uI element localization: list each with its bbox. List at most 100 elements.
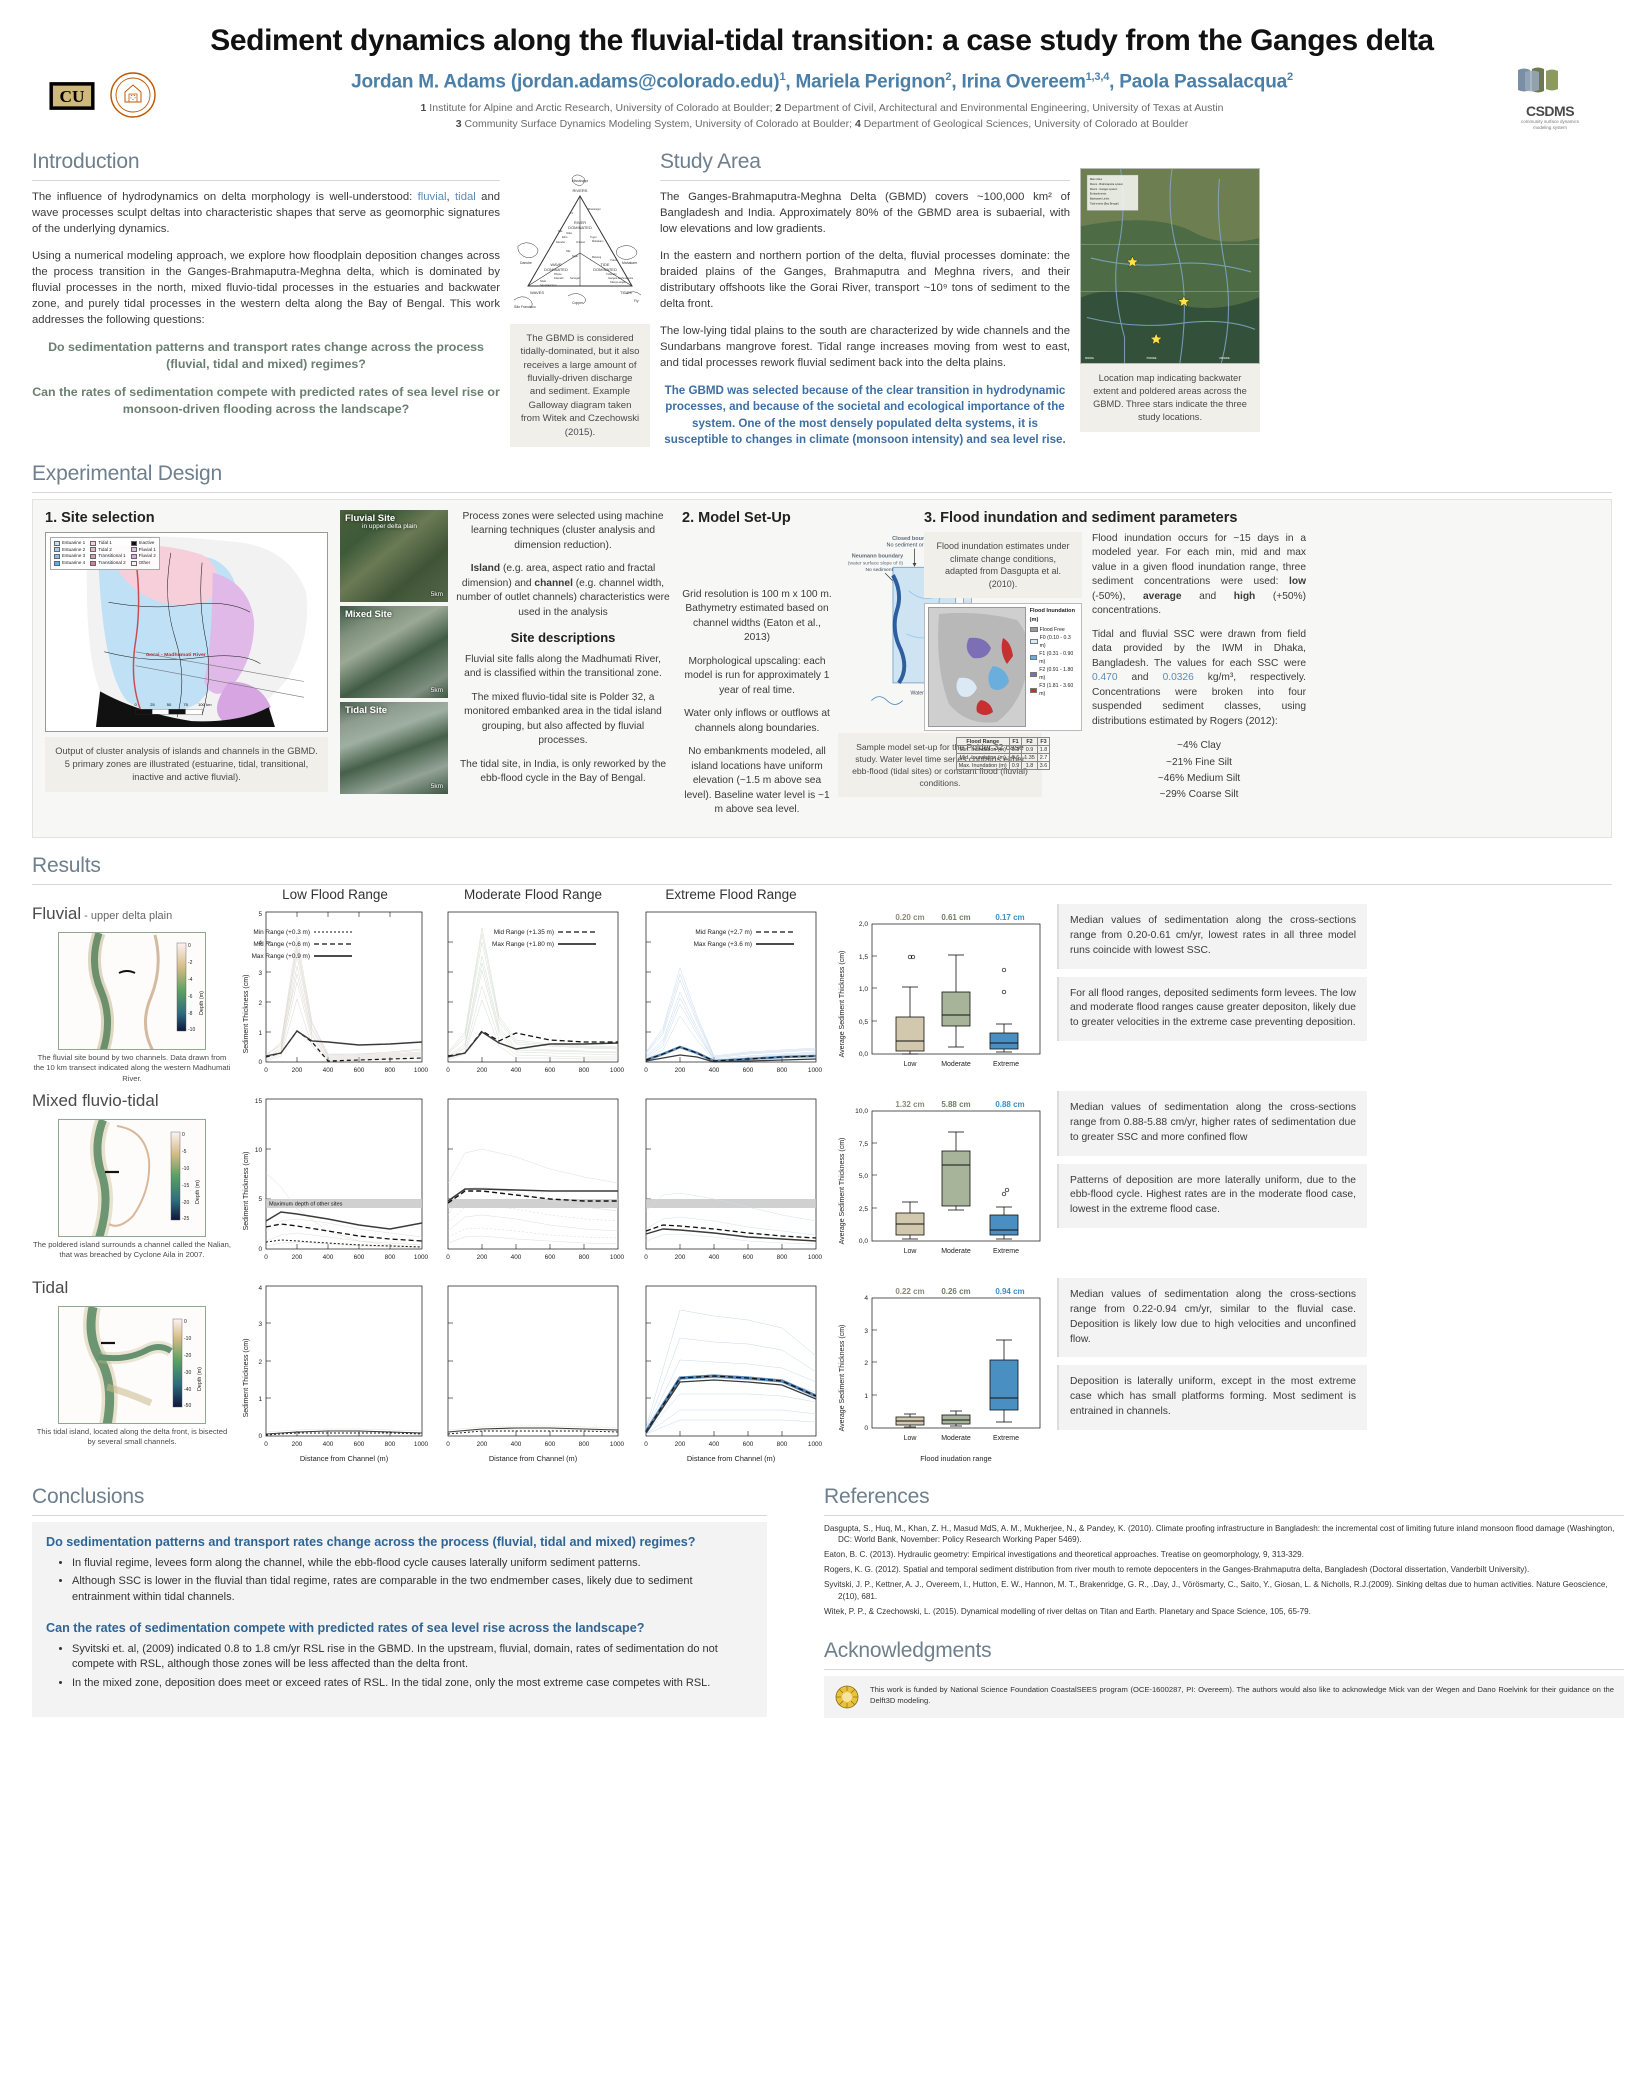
median-moderate: 0.26 cm: [941, 1287, 970, 1296]
scale-bar: 5km: [430, 686, 443, 694]
intro-p1-a: The influence of hydrodynamics on delta …: [32, 190, 418, 203]
svg-text:-5: -5: [182, 1149, 187, 1155]
median-moderate: 0.61 cm: [941, 913, 970, 922]
svg-text:Nile: Nile: [566, 249, 571, 253]
legend-label: F1 (0.31 - 0.90 m): [1039, 650, 1074, 665]
cell: Min. Inundation (m): [955, 745, 1010, 755]
svg-text:Rivers - Ganges system: Rivers - Ganges system: [1090, 187, 1117, 191]
chart-fluvial-low: Sediment Thickness (cm) 0 1 2 3 4 5: [240, 903, 430, 1089]
svg-text:-4: -4: [188, 977, 193, 983]
svg-text:3: 3: [258, 970, 262, 977]
svg-text:Sao Francisco: Sao Francisco: [540, 283, 557, 287]
study-area-heading: Study Area: [660, 149, 761, 173]
svg-text:0: 0: [446, 1067, 450, 1074]
svg-text:Mekong: Mekong: [592, 255, 602, 259]
model-setup-text: Grid resolution is 100 m x 100 m. Bathym…: [682, 532, 832, 827]
svg-text:1,0: 1,0: [859, 986, 868, 993]
svg-text:5: 5: [258, 1196, 262, 1203]
panel1-p1: Process zones were selected using machin…: [462, 510, 664, 551]
legend-item: F0 (0.10 - 0.3 m): [1029, 634, 1078, 650]
svg-text:50: 50: [167, 702, 172, 707]
svg-text:800: 800: [385, 1441, 396, 1448]
results-heading: Results: [32, 853, 101, 877]
site-selection-text: Process zones were selected using machin…: [456, 510, 670, 827]
study-area-section: Study Area The Ganges-Brahmaputra-Meghna…: [660, 150, 1070, 448]
svg-text:WAVES: WAVES: [530, 290, 544, 295]
sediment-classes-list: ~4% Clay ~21% Fine Silt ~46% Medium Silt…: [1092, 738, 1306, 803]
low-term: low: [1289, 576, 1306, 588]
panel2-p1: Grid resolution is 100 m x 100 m. Bathym…: [682, 588, 832, 644]
study-paragraph-2: In the eastern and northern portion of t…: [660, 249, 1070, 310]
svg-text:800: 800: [385, 1254, 396, 1261]
svg-text:800: 800: [777, 1254, 788, 1261]
sediment-class: ~21% Fine Silt: [1166, 756, 1232, 768]
flood-map-block: Flood inundation estimates under climate…: [924, 531, 1082, 804]
svg-text:600: 600: [354, 1441, 365, 1448]
author-1: Jordan M. Adams (jordan.adams@colorado.e…: [351, 71, 780, 93]
box-moderate: [941, 954, 971, 1048]
cat-low: Low: [904, 1061, 918, 1068]
panel1-p3: Fluvial site falls along the Madhumati R…: [464, 653, 662, 680]
conclusion-question-1: Do sedimentation patterns and transport …: [46, 1534, 696, 1549]
scale-bar: 5km: [430, 590, 443, 598]
location-map-caption: Location map indicating backwater extent…: [1080, 363, 1260, 432]
flood-inundation-legend: Flood Inundation (m) Flood Free F0 (0.10…: [1029, 607, 1078, 727]
csdms-logo: CSDMS community surface dynamics modelin…: [1512, 66, 1588, 130]
svg-text:400: 400: [709, 1067, 720, 1074]
svg-text:15: 15: [255, 1098, 263, 1105]
divider: [32, 179, 500, 181]
row-label-fluvial: Fluvial - upper delta plain: [32, 904, 232, 924]
acknowledgments-box: This work is funded by National Science …: [824, 1675, 1624, 1718]
site-thumbnails: Fluvial Site in upper delta plain 5km Mi…: [340, 509, 448, 827]
svg-text:10: 10: [255, 1147, 263, 1154]
list-item: Although SSC is lower in the fluvial tha…: [72, 1574, 753, 1605]
svg-text:2: 2: [864, 1360, 868, 1367]
introduction-body: The influence of hydrodynamics on delta …: [32, 189, 500, 328]
cluster-map-legend: Estuarine 1 Tidal 1 Inactive Estuarine 2…: [50, 536, 160, 570]
svg-text:-2: -2: [188, 960, 193, 966]
tidal-note-2: Deposition is laterally uniform, except …: [1057, 1365, 1367, 1431]
ssc-value-1: 0.470: [1092, 672, 1118, 684]
bottom-section: Conclusions Do sedimentation patterns an…: [22, 1485, 1624, 1718]
svg-text:800: 800: [579, 1254, 590, 1261]
svg-text:3: 3: [258, 1321, 262, 1328]
chart-fluvial-moderate: Mid Range (+1.35 m) Max Range (+1.80 m) …: [438, 903, 628, 1089]
author-4-affil: 2: [1286, 71, 1293, 83]
galloway-figure: RIVERS WAVES TIDES RIVER DOMINATED WAVE …: [510, 150, 650, 448]
svg-text:600: 600: [743, 1254, 754, 1261]
top-section-grid: Introduction The influence of hydrodynam…: [22, 150, 1622, 448]
svg-text:400: 400: [709, 1441, 720, 1448]
affil-num-2: 2: [775, 102, 782, 115]
svg-text:0: 0: [188, 943, 191, 949]
mixed-note-1: Median values of sedimentation along the…: [1057, 1090, 1367, 1156]
svg-text:400: 400: [323, 1254, 334, 1261]
chart-mixed-extreme: 0 200 400 600 800 1000: [636, 1090, 826, 1276]
svg-text:Closed boundary: Closed boundary: [892, 536, 938, 542]
svg-text:-20: -20: [182, 1200, 189, 1206]
legend-item: Estuarine 1: [54, 540, 85, 547]
results-column-headers: Low Flood Range Moderate Flood Range Ext…: [32, 887, 1612, 902]
tidal-site-thumbnail: Tidal Site 5km: [340, 701, 448, 794]
svg-text:Danube: Danube: [556, 240, 566, 244]
svg-text:Mississippi: Mississippi: [588, 207, 601, 211]
svg-text:Backwater Limits: Backwater Limits: [1090, 196, 1110, 200]
legend-label: Flood Free: [1039, 626, 1065, 633]
svg-text:DOMINATED: DOMINATED: [544, 267, 568, 272]
svg-text:700000E: 700000E: [1146, 356, 1157, 360]
box-moderate: [941, 1131, 971, 1211]
legend-label: Transitional 2: [98, 559, 126, 565]
conclusions-section: Conclusions Do sedimentation patterns an…: [32, 1485, 767, 1718]
svg-text:600: 600: [354, 1067, 365, 1074]
chart-mixed-boxplot: Average Sediment Thickness (cm) 0,0 2,5 5…: [834, 1090, 1049, 1276]
median-low: 1.32 cm: [895, 1100, 924, 1109]
legend-item: F3 (1.81 - 3.60 m): [1029, 682, 1078, 698]
legend-item: Estuarine 3: [54, 553, 85, 560]
svg-text:1000: 1000: [610, 1441, 625, 1448]
svg-text:São Francisco: São Francisco: [514, 305, 536, 309]
references-list: Dasgupta, S., Huq, M., Khan, Z. H., Masu…: [824, 1523, 1624, 1617]
mixed-notes: Median values of sedimentation along the…: [1057, 1090, 1367, 1229]
conclusion-bullets-2: Syvitski et. al, (2009) indicated 0.8 to…: [72, 1642, 753, 1692]
svg-text:200: 200: [477, 1254, 488, 1261]
svg-text:800: 800: [777, 1441, 788, 1448]
svg-text:-25: -25: [182, 1216, 189, 1222]
